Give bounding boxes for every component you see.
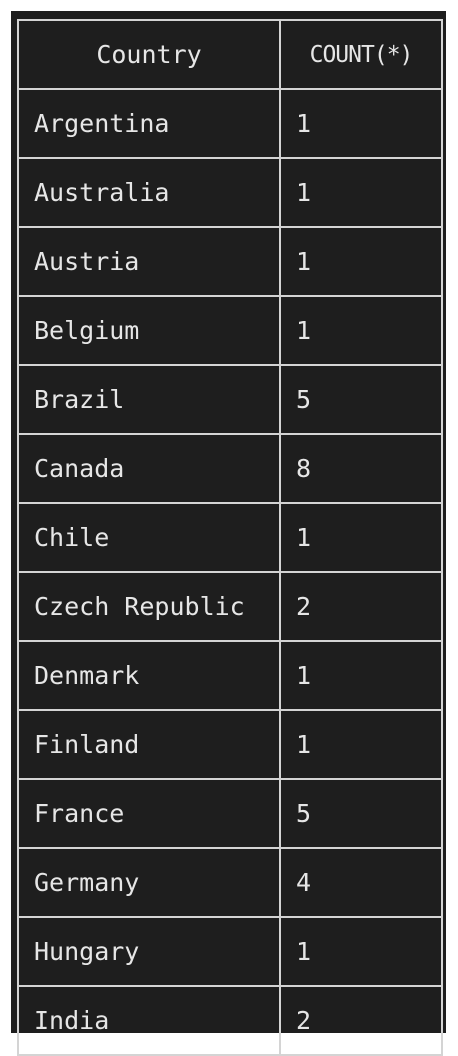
count-cell: 2 (279, 985, 443, 1056)
count-cell: 8 (279, 433, 443, 504)
country-cell: Belgium (17, 295, 281, 366)
table-body: Argentina 1 Australia 1 Austria 1 Belgiu… (17, 88, 443, 1056)
country-cell: France (17, 778, 281, 849)
count-cell: 1 (279, 709, 443, 780)
table-row: Germany 4 (17, 847, 443, 918)
country-cell: Hungary (17, 916, 281, 987)
column-header-count: COUNT(*) (279, 19, 443, 90)
header-row: Country COUNT(*) (17, 19, 443, 90)
country-cell: Chile (17, 502, 281, 573)
table-row: Canada 8 (17, 433, 443, 504)
table-row: Denmark 1 (17, 640, 443, 711)
table-row: Australia 1 (17, 157, 443, 228)
table-row: Belgium 1 (17, 295, 443, 366)
country-cell: Argentina (17, 88, 281, 159)
count-cell: 1 (279, 295, 443, 366)
table-row: Chile 1 (17, 502, 443, 573)
country-cell: Finland (17, 709, 281, 780)
count-cell: 1 (279, 640, 443, 711)
count-cell: 1 (279, 502, 443, 573)
count-cell: 4 (279, 847, 443, 918)
table-row: France 5 (17, 778, 443, 849)
column-header-country: Country (17, 19, 281, 90)
count-cell: 5 (279, 364, 443, 435)
count-cell: 1 (279, 88, 443, 159)
table-header: Country COUNT(*) (17, 19, 443, 90)
count-cell: 2 (279, 571, 443, 642)
country-cell: Canada (17, 433, 281, 504)
country-cell: Brazil (17, 364, 281, 435)
count-cell: 1 (279, 157, 443, 228)
count-cell: 1 (279, 916, 443, 987)
table-row: Argentina 1 (17, 88, 443, 159)
table-row: Hungary 1 (17, 916, 443, 987)
count-cell: 1 (279, 226, 443, 297)
table-row: Brazil 5 (17, 364, 443, 435)
table-row: Finland 1 (17, 709, 443, 780)
query-result-table: Country COUNT(*) Argentina 1 Australia 1… (17, 19, 443, 1056)
table-row: Czech Republic 2 (17, 571, 443, 642)
country-cell: Denmark (17, 640, 281, 711)
country-cell: Austria (17, 226, 281, 297)
count-cell: 5 (279, 778, 443, 849)
country-cell: Czech Republic (17, 571, 281, 642)
table-row: India 2 (17, 985, 443, 1056)
country-cell: India (17, 985, 281, 1056)
country-cell: Germany (17, 847, 281, 918)
table-row: Austria 1 (17, 226, 443, 297)
country-cell: Australia (17, 157, 281, 228)
